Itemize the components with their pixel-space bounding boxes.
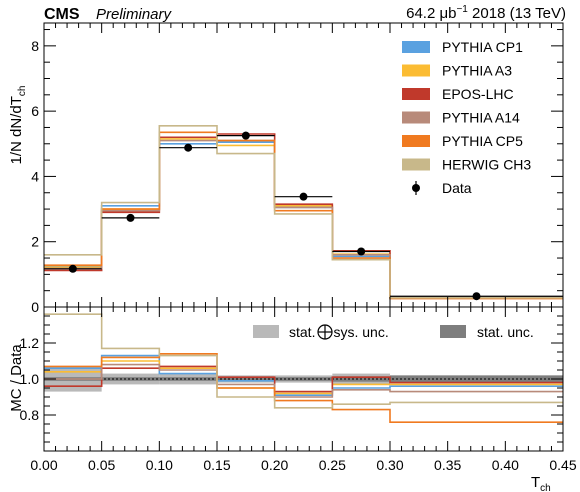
ratio-pythia-cp5	[44, 353, 563, 423]
data-point	[126, 213, 135, 222]
lumi-label: 64.2 μb−1 2018 (13 TeV)	[406, 4, 566, 22]
distribution-panel: 0 2 4 6 8 PYTHIA CP1 PYTHIA A3 EPOS-LHC PYTHIA A…	[31, 22, 564, 315]
hist-pythia-cp5	[44, 131, 563, 300]
experiment-label: CMS	[44, 6, 80, 23]
legend-label: HERWIG CH3	[442, 157, 531, 173]
x-tick-label: 0.35	[434, 457, 461, 473]
legend-stat-sys-swatch	[253, 325, 279, 338]
stat-band-bin	[274, 377, 333, 381]
x-tick-label: 0.40	[492, 457, 519, 473]
legend-swatch	[402, 41, 430, 53]
legend-swatch	[402, 135, 430, 147]
legend-label: PYTHIA A14	[442, 110, 520, 126]
data-point	[68, 264, 77, 273]
top-y-axis-title: 1/N dN/dTch	[8, 86, 28, 165]
ratio-herwig-ch3	[44, 313, 563, 409]
x-tick-label: 0.45	[549, 457, 576, 473]
legend-label: PYTHIA A3	[442, 63, 512, 79]
legend-label: PYTHIA CP1	[442, 39, 523, 55]
data-point	[184, 143, 193, 152]
x-tick-label: 0.15	[203, 457, 230, 473]
legend-label: EPOS-LHC	[442, 86, 514, 102]
legend-swatch	[402, 88, 430, 100]
legend-stat-label: stat. unc.	[477, 324, 534, 340]
ratio-y-axis-title: MC / Data	[8, 344, 25, 412]
ratio-pythia-cp1	[44, 354, 563, 396]
data-point	[472, 292, 481, 301]
ratio-pythia-a14	[44, 363, 563, 398]
legend-label: PYTHIA CP5	[442, 133, 523, 149]
ratio-y-tick-label: 0.8	[20, 407, 40, 423]
legend: PYTHIA CP1 PYTHIA A3 EPOS-LHC PYTHIA A14 PYT…	[402, 39, 531, 196]
y-tick-label: 2	[31, 234, 39, 250]
data-point	[241, 131, 250, 140]
ratio-epos-lhc	[44, 365, 563, 393]
legend-stat-sys-label: stat. sys. unc.	[289, 324, 389, 340]
x-tick-label: 0.20	[261, 457, 288, 473]
y-tick-label: 8	[31, 38, 39, 54]
x-tick-label: 0.25	[319, 457, 346, 473]
x-tick-label: 0.10	[146, 457, 173, 473]
x-tick-label: 0.00	[30, 457, 57, 473]
status-label: Preliminary	[96, 6, 173, 23]
ratio-legend: stat. sys. unc. stat. unc.	[253, 324, 534, 340]
hist-herwig-ch3	[44, 125, 563, 299]
legend-swatch	[402, 158, 430, 171]
x-tick-label: 0.05	[88, 457, 115, 473]
legend-stat-swatch	[440, 325, 466, 338]
legend-swatch	[402, 64, 430, 77]
y-tick-label: 6	[31, 103, 39, 119]
hist-pythia-cp1	[44, 141, 563, 299]
y-tick-label: 4	[31, 168, 39, 184]
legend-data-label: Data	[442, 180, 472, 196]
x-tick-label: 0.30	[376, 457, 403, 473]
ratio-panel: 0.8 1.0 1.2 0.00 0.05 0.10 0.15 0.20 0.25 0.30 0.3…	[20, 306, 577, 473]
ratio-y-tick-label: 1.0	[20, 371, 40, 387]
legend-swatch	[402, 111, 430, 124]
x-axis-title: Tch	[531, 474, 551, 492]
legend-data-marker	[412, 184, 420, 192]
y-tick-label: 0	[31, 299, 39, 315]
stat-band-bin	[101, 377, 160, 381]
data-point	[357, 247, 366, 256]
ratio-y-tick-label: 1.2	[20, 335, 40, 351]
data-point	[299, 192, 308, 201]
